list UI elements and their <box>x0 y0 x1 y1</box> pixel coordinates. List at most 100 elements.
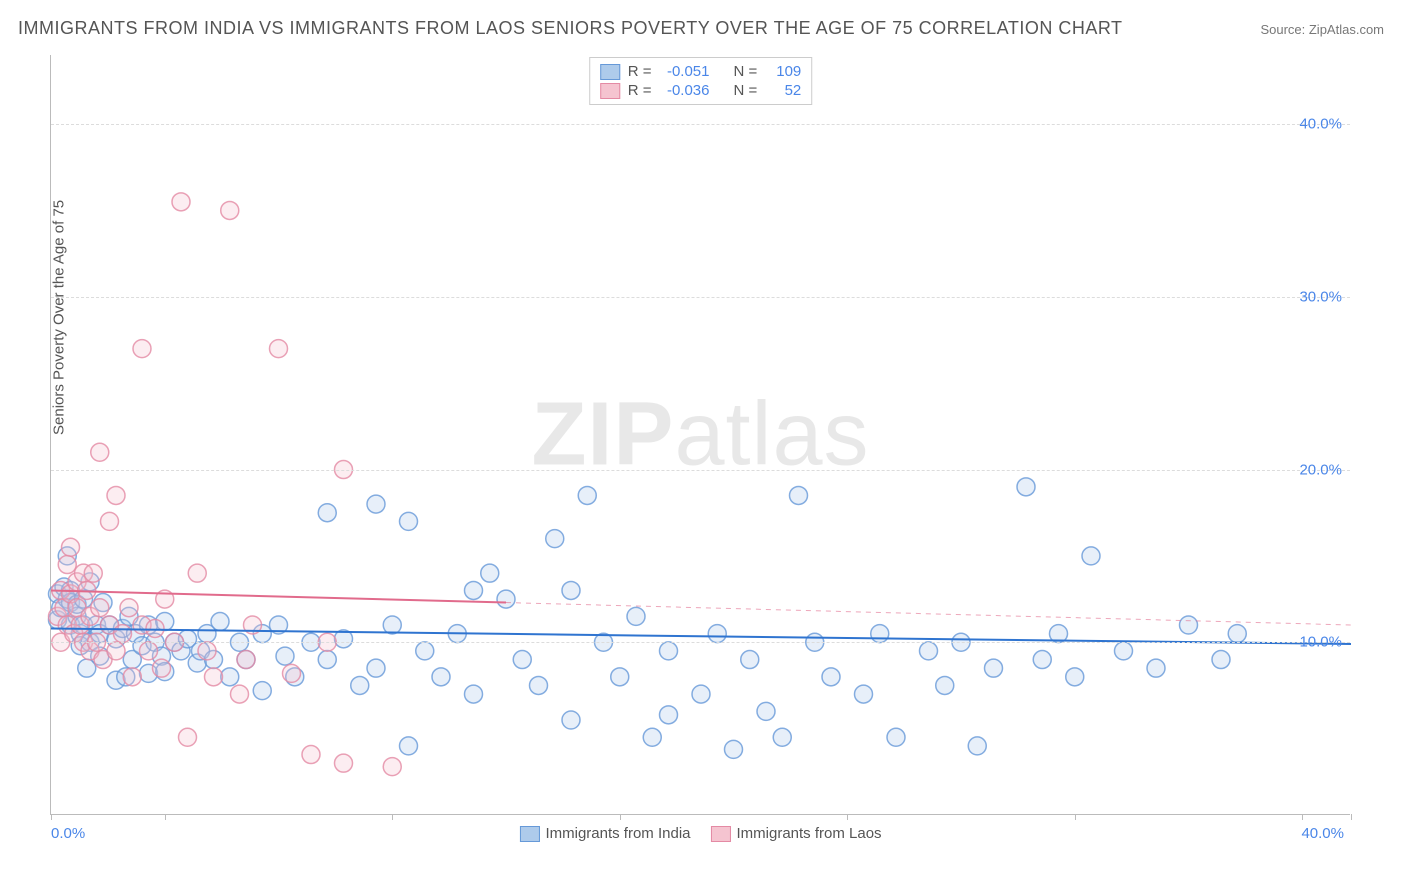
x-tick <box>620 814 621 820</box>
legend-N-label: N = <box>734 63 758 80</box>
legend-R-value: -0.051 <box>660 63 710 80</box>
scatter-point-india <box>936 676 954 694</box>
legend-R-value: -0.036 <box>660 82 710 99</box>
scatter-point-india <box>1082 547 1100 565</box>
x-tick-label-min: 0.0% <box>51 825 85 842</box>
scatter-point-india <box>221 668 239 686</box>
scatter-point-laos <box>62 538 80 556</box>
scatter-point-laos <box>335 754 353 772</box>
scatter-point-india <box>318 651 336 669</box>
gridline <box>51 297 1350 298</box>
scatter-point-india <box>660 642 678 660</box>
scatter-point-india <box>1180 616 1198 634</box>
scatter-point-laos <box>146 619 164 637</box>
scatter-point-india <box>920 642 938 660</box>
scatter-point-india <box>822 668 840 686</box>
gridline <box>51 642 1350 643</box>
scatter-point-laos <box>153 659 171 677</box>
scatter-point-india <box>400 512 418 530</box>
trend-line-laos <box>51 590 506 602</box>
legend-swatch-laos <box>600 83 620 99</box>
scatter-point-laos <box>120 599 138 617</box>
scatter-point-india <box>465 581 483 599</box>
scatter-point-india <box>513 651 531 669</box>
scatter-point-india <box>773 728 791 746</box>
scatter-point-laos <box>107 642 125 660</box>
scatter-point-laos <box>237 651 255 669</box>
plot-area: Seniors Poverty Over the Age of 75 ZIPat… <box>50 55 1350 815</box>
scatter-point-laos <box>101 512 119 530</box>
legend-top-row-laos: R =-0.036N =52 <box>600 81 802 100</box>
scatter-point-india <box>627 607 645 625</box>
legend-swatch-india <box>519 826 539 842</box>
source-label: Source: ZipAtlas.com <box>1260 22 1384 37</box>
scatter-point-india <box>432 668 450 686</box>
scatter-point-laos <box>91 443 109 461</box>
scatter-point-laos <box>383 758 401 776</box>
x-tick <box>847 814 848 820</box>
legend-top: R =-0.051N =109R =-0.036N =52 <box>589 57 813 105</box>
scatter-point-india <box>725 740 743 758</box>
scatter-point-india <box>276 647 294 665</box>
scatter-point-laos <box>84 564 102 582</box>
scatter-point-india <box>318 504 336 522</box>
scatter-point-laos <box>205 668 223 686</box>
scatter-point-india <box>757 702 775 720</box>
scatter-point-india <box>367 495 385 513</box>
scatter-point-india <box>562 581 580 599</box>
y-tick-label: 10.0% <box>1299 634 1342 651</box>
scatter-point-india <box>660 706 678 724</box>
scatter-point-india <box>546 530 564 548</box>
scatter-point-laos <box>283 664 301 682</box>
scatter-point-india <box>400 737 418 755</box>
scatter-point-laos <box>198 642 216 660</box>
scatter-point-laos <box>221 201 239 219</box>
scatter-point-india <box>741 651 759 669</box>
scatter-svg <box>51 55 1350 814</box>
x-tick <box>51 814 52 820</box>
x-tick <box>1075 814 1076 820</box>
scatter-point-india <box>790 486 808 504</box>
legend-bottom: Immigrants from India Immigrants from Lao… <box>519 825 881 842</box>
scatter-point-laos <box>188 564 206 582</box>
legend-bottom-item-india: Immigrants from India <box>519 825 690 842</box>
gridline <box>51 124 1350 125</box>
scatter-point-india <box>708 625 726 643</box>
scatter-point-laos <box>179 728 197 746</box>
scatter-point-india <box>1017 478 1035 496</box>
y-tick-label: 30.0% <box>1299 288 1342 305</box>
y-tick-label: 20.0% <box>1299 461 1342 478</box>
legend-R-label: R = <box>628 82 652 99</box>
scatter-point-india <box>562 711 580 729</box>
scatter-point-laos <box>107 486 125 504</box>
scatter-point-laos <box>58 556 76 574</box>
gridline <box>51 470 1350 471</box>
chart-title: IMMIGRANTS FROM INDIA VS IMMIGRANTS FROM… <box>18 18 1123 39</box>
scatter-point-india <box>871 625 889 643</box>
scatter-point-india <box>611 668 629 686</box>
scatter-point-india <box>1212 651 1230 669</box>
scatter-point-laos <box>270 340 288 358</box>
scatter-point-india <box>530 676 548 694</box>
x-tick <box>1302 814 1303 820</box>
x-tick-label-max: 40.0% <box>1301 825 1344 842</box>
legend-bottom-item-laos: Immigrants from Laos <box>711 825 882 842</box>
y-tick-label: 40.0% <box>1299 116 1342 133</box>
scatter-point-laos <box>302 746 320 764</box>
scatter-point-laos <box>133 340 151 358</box>
x-tick <box>392 814 393 820</box>
legend-swatch-laos <box>711 826 731 842</box>
scatter-point-laos <box>231 685 249 703</box>
scatter-point-india <box>855 685 873 703</box>
legend-series-name: Immigrants from Laos <box>737 825 882 842</box>
scatter-point-india <box>578 486 596 504</box>
scatter-point-india <box>643 728 661 746</box>
legend-N-label: N = <box>734 82 758 99</box>
legend-series-name: Immigrants from India <box>545 825 690 842</box>
legend-R-label: R = <box>628 63 652 80</box>
x-tick <box>165 814 166 820</box>
scatter-point-india <box>211 613 229 631</box>
scatter-point-india <box>887 728 905 746</box>
scatter-point-india <box>351 676 369 694</box>
x-tick <box>1351 814 1352 820</box>
